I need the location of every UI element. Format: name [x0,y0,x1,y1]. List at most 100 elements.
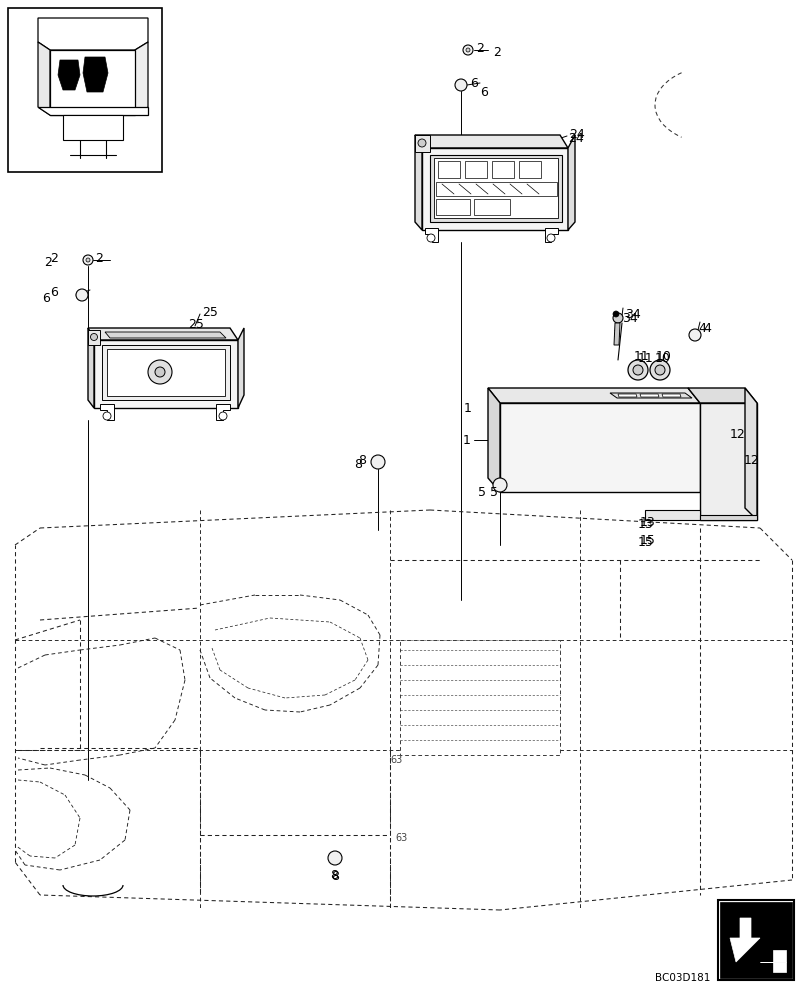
Text: 8: 8 [329,869,337,882]
Circle shape [654,365,664,375]
Circle shape [547,234,554,242]
Text: 15: 15 [637,536,653,550]
Text: 11: 11 [633,350,649,362]
Circle shape [466,48,470,52]
Polygon shape [687,388,756,403]
Polygon shape [465,161,487,178]
Polygon shape [719,902,791,978]
Polygon shape [414,135,422,230]
Polygon shape [414,135,430,152]
Polygon shape [216,404,230,420]
Circle shape [633,365,642,375]
Text: 24: 24 [568,132,583,145]
Text: 63: 63 [394,833,407,843]
Polygon shape [400,640,560,755]
Circle shape [83,255,93,265]
Text: 5: 5 [489,487,497,499]
Text: 6: 6 [470,77,478,90]
Circle shape [103,412,111,420]
Text: 2: 2 [475,42,483,55]
Polygon shape [500,403,699,492]
Polygon shape [437,161,460,178]
Polygon shape [238,328,243,408]
Text: 63: 63 [389,755,401,765]
Circle shape [90,334,97,340]
Polygon shape [609,393,691,398]
Polygon shape [544,228,557,242]
Circle shape [612,311,618,317]
Text: 13: 13 [639,516,655,528]
Polygon shape [58,60,80,90]
Circle shape [427,234,435,242]
Polygon shape [102,345,230,400]
Polygon shape [617,394,636,397]
Circle shape [462,45,473,55]
Polygon shape [433,158,557,218]
Polygon shape [436,199,470,215]
Text: 25: 25 [202,306,217,318]
Polygon shape [107,349,225,396]
Polygon shape [88,328,238,340]
Polygon shape [699,403,756,520]
Circle shape [219,412,227,420]
Circle shape [148,360,172,384]
Circle shape [86,258,90,262]
Polygon shape [38,107,148,115]
Text: 6: 6 [479,86,487,99]
Polygon shape [38,18,148,50]
Text: 2: 2 [44,255,52,268]
Polygon shape [613,323,620,345]
Polygon shape [430,155,561,222]
Polygon shape [487,388,699,403]
Text: 2: 2 [492,46,500,59]
Polygon shape [83,57,108,92]
Circle shape [649,360,669,380]
Text: BC03D181: BC03D181 [654,973,710,983]
Polygon shape [8,8,162,172]
Polygon shape [105,332,225,338]
Text: 15: 15 [639,534,655,546]
Circle shape [612,313,622,323]
Circle shape [418,139,426,147]
Polygon shape [474,199,509,215]
Polygon shape [487,388,500,492]
Polygon shape [63,115,122,140]
Text: 13: 13 [637,518,653,532]
Text: 34: 34 [621,312,637,324]
Circle shape [689,329,700,341]
Text: 10: 10 [655,350,671,362]
Polygon shape [744,388,756,520]
Polygon shape [729,918,759,962]
Polygon shape [38,42,50,115]
Polygon shape [772,950,785,962]
Polygon shape [491,161,513,178]
Text: 2: 2 [95,251,103,264]
Circle shape [492,478,506,492]
Text: 6: 6 [42,292,50,304]
Text: 12: 12 [743,454,759,466]
Polygon shape [424,228,437,242]
Polygon shape [759,962,785,972]
Polygon shape [414,135,568,148]
Circle shape [627,360,647,380]
Text: 4: 4 [702,322,710,334]
Text: 8: 8 [358,454,366,466]
Polygon shape [50,50,135,115]
Polygon shape [717,900,793,980]
Text: 25: 25 [188,318,204,332]
Circle shape [328,851,341,865]
Text: 24: 24 [569,128,584,141]
Polygon shape [88,328,94,408]
Circle shape [155,367,165,377]
Text: 34: 34 [624,308,640,322]
Text: 1: 1 [464,401,471,414]
Polygon shape [518,161,540,178]
Text: 8: 8 [331,870,338,884]
Circle shape [76,289,88,301]
Polygon shape [644,510,699,520]
Text: 2: 2 [50,251,58,264]
Polygon shape [436,182,556,196]
Polygon shape [661,394,680,397]
Polygon shape [639,394,659,397]
Polygon shape [100,404,114,420]
